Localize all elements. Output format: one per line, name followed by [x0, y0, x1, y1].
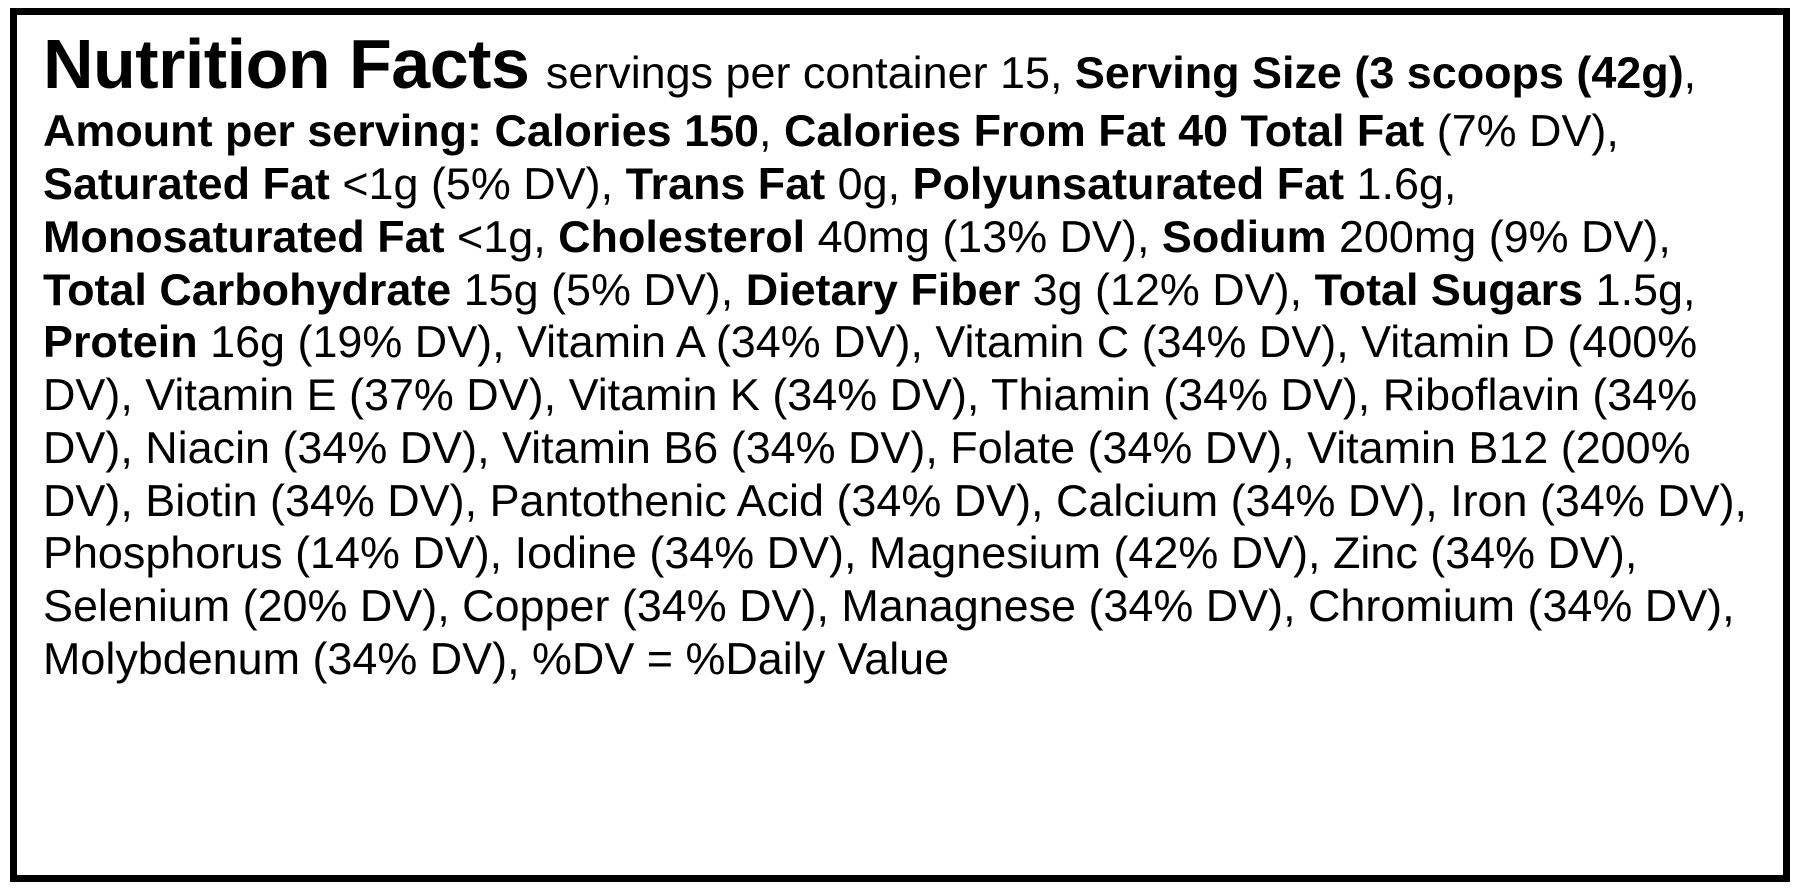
sodium-amount: 200mg [1339, 211, 1476, 262]
micronutrient-dv: (34% DV) [1540, 475, 1735, 526]
micronutrient-dv: (34% DV) [716, 316, 911, 367]
micronutrient-name: Vitamin D [1361, 316, 1567, 367]
micronutrient-dv: (34% DV) [649, 527, 844, 578]
micronutrient-dv: (34% DV) [1142, 316, 1337, 367]
micronutrient-name: Vitamin E [145, 369, 349, 420]
sugars-label: Total Sugars [1315, 264, 1584, 315]
total-fat-dv: (7% DV) [1437, 105, 1607, 156]
micronutrient-dv: (37% DV) [349, 369, 544, 420]
micronutrient-name: Zinc [1333, 527, 1430, 578]
micronutrient-name: Folate [950, 422, 1087, 473]
micronutrient-dv: (34% DV) [1231, 475, 1426, 526]
micronutrient-name: Pantothenic Acid [490, 475, 837, 526]
cholesterol-amount: 40mg [818, 211, 930, 262]
calories-label: Calories [494, 105, 671, 156]
nutrition-facts-panel: Nutrition Facts servings per container 1… [10, 8, 1790, 882]
micronutrient-name: Riboflavin [1383, 369, 1593, 420]
micronutrient-name: Copper [462, 580, 622, 631]
poly-fat-amount: 1.6g [1357, 158, 1444, 209]
micronutrient-dv: (34% DV) [836, 475, 1031, 526]
mono-fat-label: Monosaturated Fat [43, 211, 445, 262]
micronutrient-dv: (34% DV) [282, 422, 477, 473]
micronutrient-dv: (34% DV) [1430, 527, 1625, 578]
amount-per-serving-label: Amount per serving: [43, 105, 482, 156]
micronutrient-dv: (34% DV) [731, 422, 926, 473]
calories-value: 150 [684, 105, 759, 156]
calories-from-fat-label: Calories From Fat [784, 105, 1166, 156]
trans-fat-label: Trans Fat [626, 158, 826, 209]
total-fat-label: Total Fat [1241, 105, 1425, 156]
carb-amount: 15g [464, 264, 539, 315]
carb-dv: (5% DV) [551, 264, 721, 315]
protein-label: Protein [43, 316, 198, 367]
micronutrient-dv: (34% DV) [270, 475, 465, 526]
trans-fat-amount: 0g [838, 158, 888, 209]
fiber-dv: (12% DV) [1095, 264, 1290, 315]
panel-title: Nutrition Facts [43, 25, 529, 103]
micronutrient-name: Vitamin A [517, 316, 716, 367]
micronutrient-name: Magnesium [869, 527, 1114, 578]
fiber-amount: 3g [1033, 264, 1083, 315]
micronutrient-dv: (34% DV) [622, 580, 817, 631]
micronutrient-dv: (34% DV) [772, 369, 967, 420]
micronutrient-dv: (42% DV) [1113, 527, 1308, 578]
micronutrient-name: Vitamin K [569, 369, 773, 420]
micronutrient-name: Vitamin B6 [502, 422, 731, 473]
micronutrient-dv: (14% DV) [295, 527, 490, 578]
sat-fat-dv: (5% DV) [431, 158, 601, 209]
micronutrient-dv: (34% DV) [312, 633, 507, 684]
mono-fat-amount: <1g [457, 211, 533, 262]
sat-fat-label: Saturated Fat [43, 158, 330, 209]
micronutrient-name: Calcium [1056, 475, 1231, 526]
micronutrients: Vitamin A (34% DV), Vitamin C (34% DV), … [43, 316, 1747, 684]
servings-per-container: 15 [1000, 47, 1050, 98]
micronutrient-dv: (34% DV) [1088, 580, 1283, 631]
protein-amount: 16g [210, 316, 285, 367]
protein-dv: (19% DV) [298, 316, 493, 367]
micronutrient-name: Phosphorus [43, 527, 295, 578]
micronutrient-name: Iodine [515, 527, 650, 578]
dv-footnote: %DV = %Daily Value [532, 633, 949, 684]
poly-fat-label: Polyunsaturated Fat [913, 158, 1345, 209]
micronutrient-name: Iron [1450, 475, 1540, 526]
cholesterol-dv: (13% DV) [942, 211, 1137, 262]
servings-per-container-label: servings per container [546, 47, 988, 98]
micronutrient-name: Vitamin B12 [1307, 422, 1561, 473]
calories-from-fat-value: 40 [1178, 105, 1228, 156]
micronutrient-dv: (34% DV) [1528, 580, 1723, 631]
micronutrient-name: Thiamin [991, 369, 1163, 420]
sat-fat-amount: <1g [342, 158, 418, 209]
micronutrient-name: Chromium [1308, 580, 1528, 631]
micronutrient-dv: (20% DV) [243, 580, 438, 631]
micronutrient-name: Managnese [841, 580, 1088, 631]
micronutrient-name: Selenium [43, 580, 243, 631]
sugars-amount: 1.5g [1596, 264, 1683, 315]
fiber-label: Dietary Fiber [746, 264, 1020, 315]
micronutrient-dv: (34% DV) [1163, 369, 1358, 420]
micronutrient-name: Niacin [145, 422, 282, 473]
sodium-dv: (9% DV) [1489, 211, 1659, 262]
serving-size-value: (3 scoops (42g) [1354, 47, 1683, 98]
micronutrient-name: Molybdenum [43, 633, 312, 684]
sodium-label: Sodium [1162, 211, 1327, 262]
micronutrient-name: Biotin [145, 475, 270, 526]
serving-size-label: Serving Size [1075, 47, 1342, 98]
cholesterol-label: Cholesterol [558, 211, 805, 262]
micronutrient-name: Vitamin C [935, 316, 1141, 367]
micronutrient-dv: (34% DV) [1088, 422, 1283, 473]
carb-label: Total Carbohydrate [43, 264, 451, 315]
